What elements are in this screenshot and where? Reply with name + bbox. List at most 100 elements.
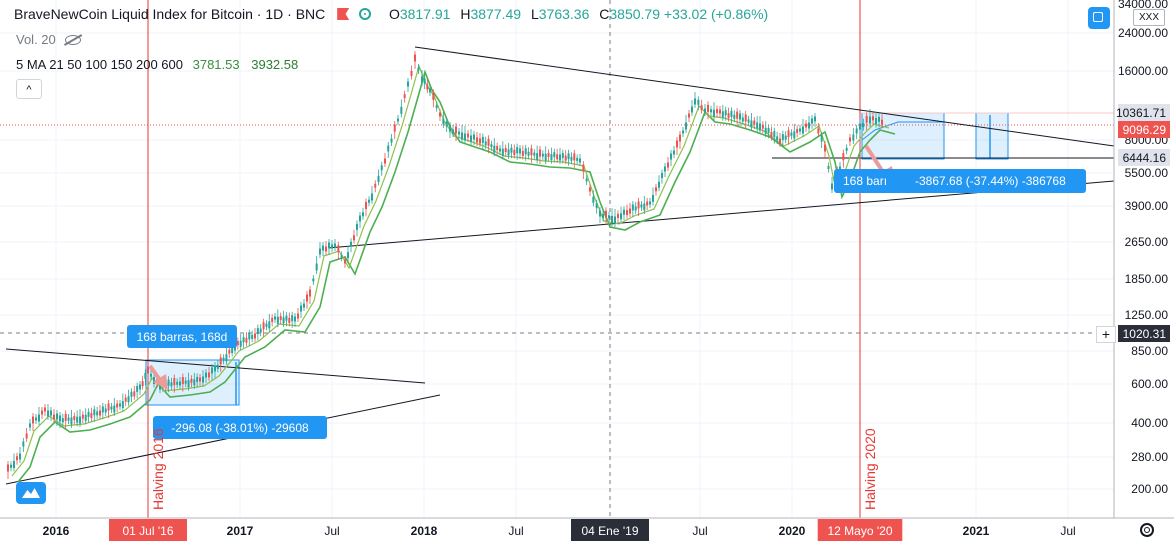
- candle-body: [435, 105, 438, 109]
- price-tick: 1850.00: [1125, 272, 1169, 286]
- candle-body: [331, 244, 333, 249]
- candle-body: [664, 166, 666, 172]
- candle-body: [294, 316, 296, 322]
- candle-body: [47, 410, 49, 417]
- candle-body: [721, 111, 724, 118]
- candle-body: [646, 201, 649, 206]
- candle-body: [739, 113, 741, 120]
- candle-body: [449, 125, 451, 132]
- candle-body: [190, 378, 193, 383]
- time-tick: Jul: [324, 524, 339, 538]
- candle-body: [297, 313, 299, 319]
- settings-icon[interactable]: [1088, 7, 1110, 29]
- candle-body: [667, 162, 669, 168]
- range-box-projection[interactable]: [975, 112, 1009, 160]
- candle-body: [262, 322, 265, 330]
- candle-body: [104, 408, 107, 413]
- price-tick: 24000.00: [1118, 26, 1168, 40]
- candle-body: [439, 112, 441, 117]
- candle-body: [865, 115, 868, 123]
- candle-body: [553, 152, 556, 158]
- candle-body: [481, 136, 484, 143]
- candle-body: [536, 153, 539, 161]
- candle-body: [487, 138, 490, 146]
- time-badge-text: 04 Ene '19: [581, 524, 638, 538]
- time-tick: Jul: [692, 524, 707, 538]
- candle-body: [153, 377, 155, 384]
- candle-body: [236, 341, 239, 346]
- candle-body: [139, 384, 141, 390]
- ohlc-change: +33.02 (+0.86%): [663, 6, 769, 22]
- candle-body: [41, 410, 43, 415]
- label-bars-2016-text: 168 barras, 168d: [137, 330, 228, 344]
- interval[interactable]: 1D: [265, 6, 284, 22]
- gear-icon[interactable]: [1140, 523, 1154, 537]
- candle-body: [365, 202, 367, 209]
- candle-body: [764, 127, 767, 134]
- candle-body: [676, 140, 678, 148]
- candle-body: [29, 423, 31, 428]
- candle-body: [242, 337, 245, 343]
- candle-body: [199, 377, 201, 382]
- candle-body: [556, 154, 559, 160]
- label-bars-2016[interactable]: 168 barras, 168d: [127, 325, 237, 348]
- label-2020[interactable]: 168 barı -3867.68 (-37.44%) -386768: [834, 169, 1086, 193]
- plus-icon[interactable]: +: [1096, 326, 1116, 343]
- candle-body: [631, 204, 634, 211]
- candle-body: [629, 208, 631, 214]
- candle-body: [423, 78, 426, 84]
- candle-body: [368, 199, 370, 203]
- candle-body: [113, 405, 116, 413]
- candle-body: [799, 128, 801, 132]
- price-tick: 2650.00: [1125, 235, 1169, 249]
- label-change-2016[interactable]: -296.08 (-38.01%) -29608: [153, 416, 327, 439]
- candle-body: [787, 130, 790, 138]
- flag-icon[interactable]: [337, 8, 350, 20]
- candle-body: [872, 116, 874, 121]
- candle-body: [808, 122, 810, 129]
- time-tick: Jul: [1060, 524, 1075, 538]
- candle-body: [750, 120, 753, 128]
- candle-body: [64, 413, 67, 421]
- tradingview-logo-icon[interactable]: [16, 482, 46, 504]
- candle-body: [845, 147, 848, 151]
- candle-body: [377, 176, 380, 182]
- candle-body: [344, 259, 346, 264]
- candle-body: [524, 148, 527, 155]
- candle-body: [211, 367, 213, 374]
- candle-body: [516, 147, 519, 154]
- candle-body: [561, 153, 564, 159]
- currency-button[interactable]: XXX: [1133, 9, 1165, 26]
- time-axis[interactable]: 2016Jul2017Jul2018JulJul20202021Jul 01 J…: [0, 517, 1174, 542]
- symbol-title[interactable]: BraveNewCoin Liquid Index for Bitcoin: [14, 6, 253, 22]
- candle-body: [251, 334, 254, 339]
- candle-body: [384, 158, 386, 164]
- candle-body: [470, 135, 472, 142]
- moving-average-indicator[interactable]: 5 MA 21 50 100 150 200 600 3781.53 3932.…: [16, 57, 298, 72]
- candle-body: [855, 128, 858, 134]
- candle-body: [141, 381, 144, 387]
- candle-body: [730, 110, 733, 117]
- candle-body: [13, 461, 15, 468]
- candle-body: [608, 215, 610, 219]
- candle-body: [35, 417, 37, 421]
- candle-body: [820, 135, 823, 142]
- candle-body: [521, 150, 524, 156]
- candle-body: [288, 317, 291, 323]
- collapse-legend-button[interactable]: ^: [16, 79, 42, 99]
- time-tick: 2021: [963, 524, 990, 538]
- candle-body: [790, 132, 793, 136]
- candle-body: [231, 347, 234, 354]
- price-badge-text: 6444.16: [1123, 151, 1167, 165]
- candle-body: [455, 126, 457, 134]
- volume-indicator[interactable]: Vol. 20: [16, 32, 82, 47]
- candle-body: [417, 67, 420, 71]
- price-badge: 1020.31: [1118, 325, 1170, 342]
- candle-body: [300, 305, 302, 312]
- eye-off-icon[interactable]: [65, 35, 82, 45]
- candle-body: [779, 138, 781, 144]
- candle-body: [99, 410, 101, 416]
- price-axis[interactable]: 34000.0024000.0016000.008000.005500.0039…: [1113, 0, 1174, 518]
